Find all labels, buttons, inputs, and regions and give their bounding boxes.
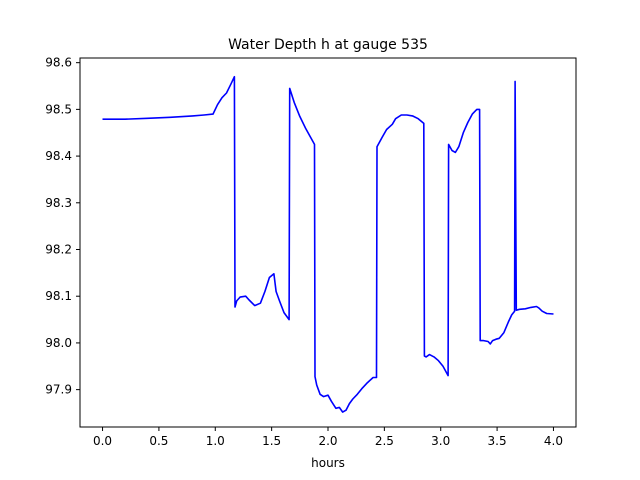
y-tick-label: 98.0 xyxy=(45,336,72,350)
y-tick-label: 98.5 xyxy=(45,102,72,116)
y-tick-label: 98.4 xyxy=(45,149,72,163)
y-tick-label: 97.9 xyxy=(45,383,72,397)
y-tick-label: 98.1 xyxy=(45,289,72,303)
plot-area-frame xyxy=(79,57,577,428)
series-line xyxy=(102,75,554,413)
x-axis: 0.0 0.5 1.0 1.5 2.0 2.5 3.0 3.5 4.0 xyxy=(93,427,563,448)
chart-title: Water Depth h at gauge 535 xyxy=(228,37,428,53)
series-group xyxy=(102,75,554,413)
x-tick-label: 1.5 xyxy=(262,434,281,448)
x-tick-label: 4.0 xyxy=(544,434,563,448)
x-tick-label: 1.0 xyxy=(206,434,225,448)
x-tick-label: 3.5 xyxy=(488,434,507,448)
x-tick-label: 3.0 xyxy=(431,434,450,448)
y-tick-label: 98.3 xyxy=(45,196,72,210)
x-tick-label: 0.0 xyxy=(93,434,112,448)
y-tick-label: 98.6 xyxy=(45,56,72,70)
x-tick-label: 2.5 xyxy=(375,434,394,448)
x-tick-label: 2.0 xyxy=(318,434,337,448)
y-tick-label: 98.2 xyxy=(45,243,72,257)
x-axis-label: hours xyxy=(311,456,345,470)
y-axis: 97.9 98.0 98.1 98.2 98.3 98.4 98.5 98.6 xyxy=(45,56,80,397)
x-tick-label: 0.5 xyxy=(149,434,168,448)
